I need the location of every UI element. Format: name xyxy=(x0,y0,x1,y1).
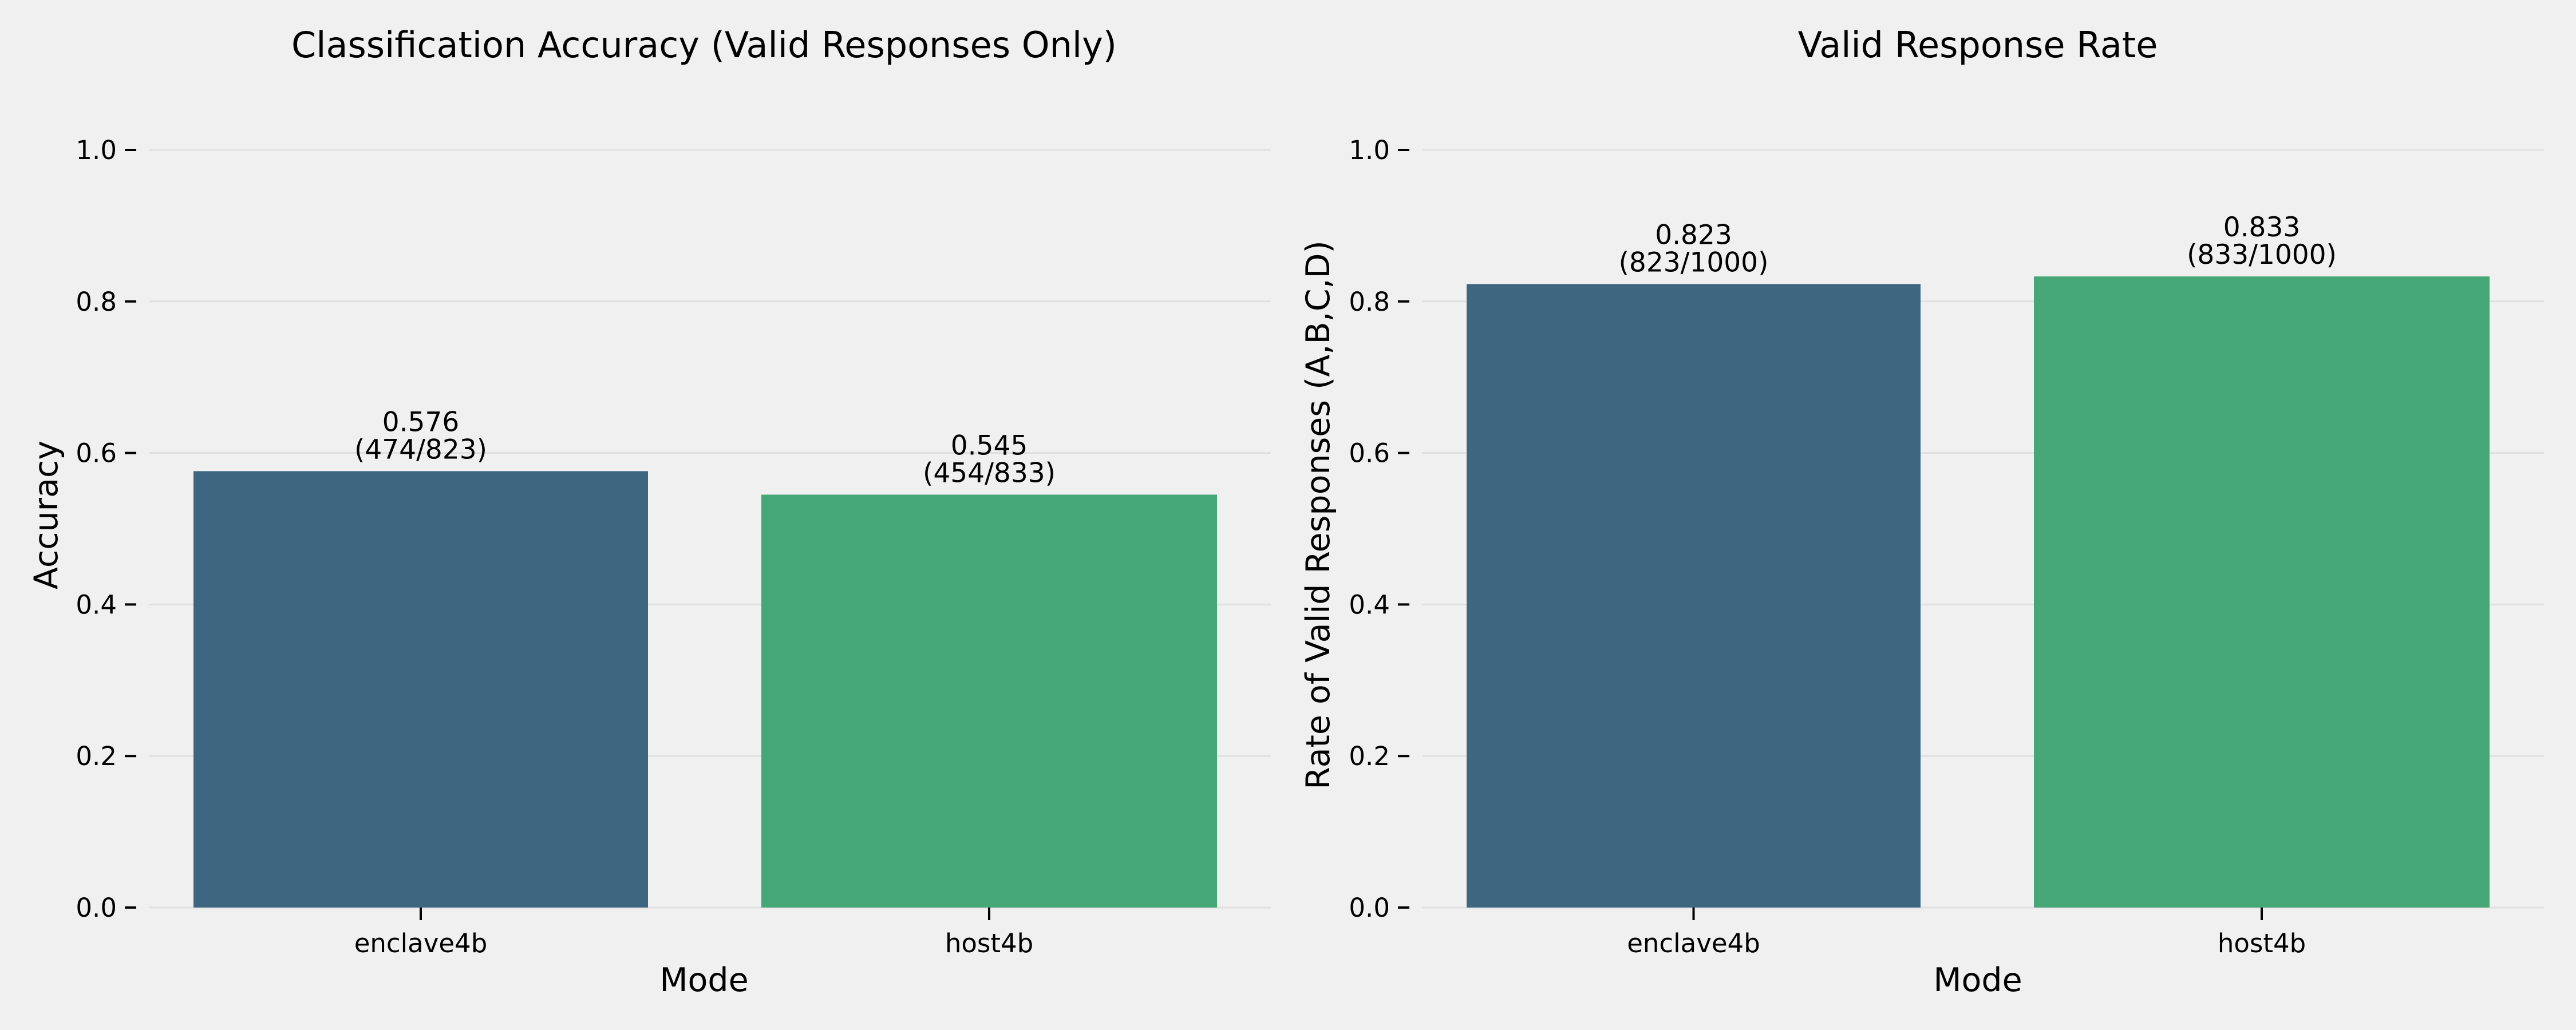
y-tick-label: 0.6 xyxy=(1349,438,1390,469)
bar-count-label: (823/1000) xyxy=(1619,247,1769,278)
y-axis-label: Accuracy xyxy=(27,441,65,589)
y-tick-label: 1.0 xyxy=(1349,135,1390,165)
valid-rate-chart: Valid Response Rate 0.823(823/1000) 0.833… xyxy=(1299,24,2544,999)
x-tick-label: enclave4b xyxy=(1627,928,1760,958)
y-tick-label: 0.2 xyxy=(76,741,117,771)
bar-value-label: 0.833 xyxy=(2223,212,2301,243)
bar-value-label: 0.823 xyxy=(1655,219,1732,251)
x-axis-label: Mode xyxy=(1933,961,2022,999)
x-axis-label: Mode xyxy=(659,961,748,999)
x-tick-label: enclave4b xyxy=(354,928,488,958)
y-tick-label: 0.8 xyxy=(76,287,117,317)
bar-count-label: (474/823) xyxy=(354,434,487,465)
bar-value-label: 0.545 xyxy=(951,430,1028,461)
y-tick-label: 0.0 xyxy=(1349,893,1390,923)
x-tick-label: host4b xyxy=(2218,928,2306,958)
bar-host4b xyxy=(761,494,1217,908)
y-tick-label: 0.2 xyxy=(1349,741,1390,771)
y-tick-label: 1.0 xyxy=(76,135,117,165)
x-tick-label: host4b xyxy=(945,928,1033,958)
bar-host4b xyxy=(2034,276,2490,908)
bar-enclave4b xyxy=(1467,284,1921,908)
y-tick-label: 0.0 xyxy=(76,893,117,923)
bar-value-label: 0.576 xyxy=(382,406,460,438)
bar-count-label: (833/1000) xyxy=(2187,239,2337,271)
y-tick-label: 0.4 xyxy=(76,589,117,620)
bar-count-label: (454/833) xyxy=(923,457,1056,489)
y-tick-label: 0.4 xyxy=(1349,589,1390,620)
chart-title: Classification Accuracy (Valid Responses… xyxy=(291,24,1117,66)
y-tick-label: 0.8 xyxy=(1349,287,1390,317)
y-tick-label: 0.6 xyxy=(76,438,117,469)
accuracy-chart: Classification Accuracy (Valid Responses… xyxy=(27,24,1271,999)
chart-title: Valid Response Rate xyxy=(1798,24,2158,66)
bar-enclave4b xyxy=(193,471,648,908)
y-axis-label: Rate of Valid Responses (A,B,C,D) xyxy=(1299,240,1337,790)
